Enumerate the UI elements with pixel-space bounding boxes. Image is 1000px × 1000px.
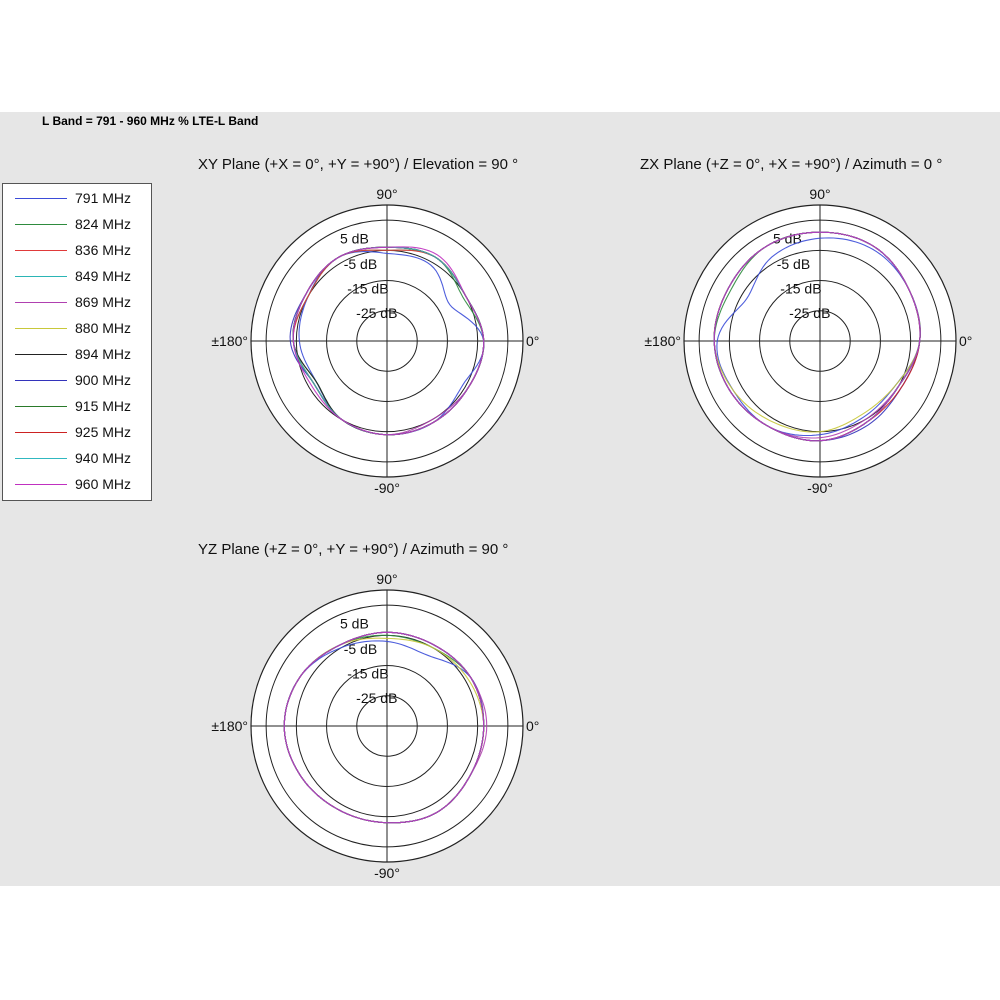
legend-entry: 880 MHz [3,316,153,342]
legend-swatch [15,354,67,355]
zx-plane-angle-label-right: 0° [959,333,972,349]
legend-entry: 960 MHz [3,472,153,498]
legend-label: 869 MHz [75,294,132,310]
legend-entry: 940 MHz [3,446,153,472]
legend-label: 880 MHz [75,320,132,336]
zx-plane-title: ZX Plane (+Z = 0°, +X = +90°) / Azimuth … [640,156,943,173]
page-title: L Band = 791 - 960 MHz % LTE-L Band [42,114,259,128]
xy-plane-angle-label-left: ±180° [211,333,248,349]
legend-entry: 849 MHz [3,264,153,290]
legend-label: 849 MHz [75,268,132,284]
legend-entry: 836 MHz [3,238,153,264]
legend-label: 824 MHz [75,216,132,232]
zx-plane-radial-label: -5 dB [777,256,810,272]
legend-swatch [15,250,67,251]
legend-label: 894 MHz [75,346,132,362]
legend-swatch [15,198,67,199]
yz-plane-angle-label-right: 0° [526,718,539,734]
legend-swatch [15,458,67,459]
xy-plane-angle-label-right: 0° [526,333,539,349]
xy-plane-angle-label-top: 90° [376,186,397,202]
legend-entry: 900 MHz [3,368,153,394]
legend-label: 940 MHz [75,450,132,466]
xy-plane-radial-label: 5 dB [340,230,369,246]
yz-plane-radial-label: -5 dB [344,641,377,657]
legend-swatch [15,276,67,277]
legend-swatch [15,224,67,225]
legend-entry: 869 MHz [3,290,153,316]
zx-plane-series-960-mhz [713,231,921,442]
zx-plane-radial-label: -25 dB [789,305,830,321]
legend-label: 960 MHz [75,476,132,492]
xy-plane-angle-label-bottom: -90° [374,480,400,496]
xy-plane-radial-label: -5 dB [344,256,377,272]
xy-plane-radial-label: -25 dB [356,305,397,321]
legend-label: 915 MHz [75,398,132,414]
zx-plane-angle-label-top: 90° [809,186,830,202]
legend-swatch [15,484,67,485]
yz-plane-title: YZ Plane (+Z = 0°, +Y = +90°) / Azimuth … [198,541,509,558]
legend-swatch [15,380,67,381]
yz-plane-radial-label: -25 dB [356,690,397,706]
yz-plane-radial-label: -15 dB [347,666,388,682]
legend-swatch [15,432,67,433]
zx-plane-radial-label: 5 dB [773,230,802,246]
legend-entry: 791 MHz [3,186,153,212]
zx-plane-angle-label-left: ±180° [644,333,681,349]
legend-entry: 824 MHz [3,212,153,238]
legend-label: 925 MHz [75,424,132,440]
xy-plane-series-960-mhz [292,246,485,436]
legend-swatch [15,328,67,329]
legend-swatch [15,302,67,303]
legend-entry: 915 MHz [3,394,153,420]
legend-entry: 925 MHz [3,420,153,446]
legend-label: 836 MHz [75,242,132,258]
legend: 791 MHz 824 MHz 836 MHz 849 MHz 869 MHz … [2,183,152,501]
yz-plane-series-960-mhz [283,631,485,824]
xy-plane-title: XY Plane (+X = 0°, +Y = +90°) / Elevatio… [198,156,519,173]
legend-label: 791 MHz [75,190,132,206]
legend-label: 900 MHz [75,372,132,388]
zx-plane-series-791-mhz [716,237,921,437]
zx-plane-radial-label: -15 dB [780,281,821,297]
yz-plane-angle-label-top: 90° [376,571,397,587]
legend-swatch [15,406,67,407]
yz-plane-angle-label-left: ±180° [211,718,248,734]
yz-plane-angle-label-bottom: -90° [374,865,400,881]
yz-plane-radial-label: 5 dB [340,615,369,631]
legend-entry: 894 MHz [3,342,153,368]
xy-plane-radial-label: -15 dB [347,281,388,297]
zx-plane-angle-label-bottom: -90° [807,480,833,496]
